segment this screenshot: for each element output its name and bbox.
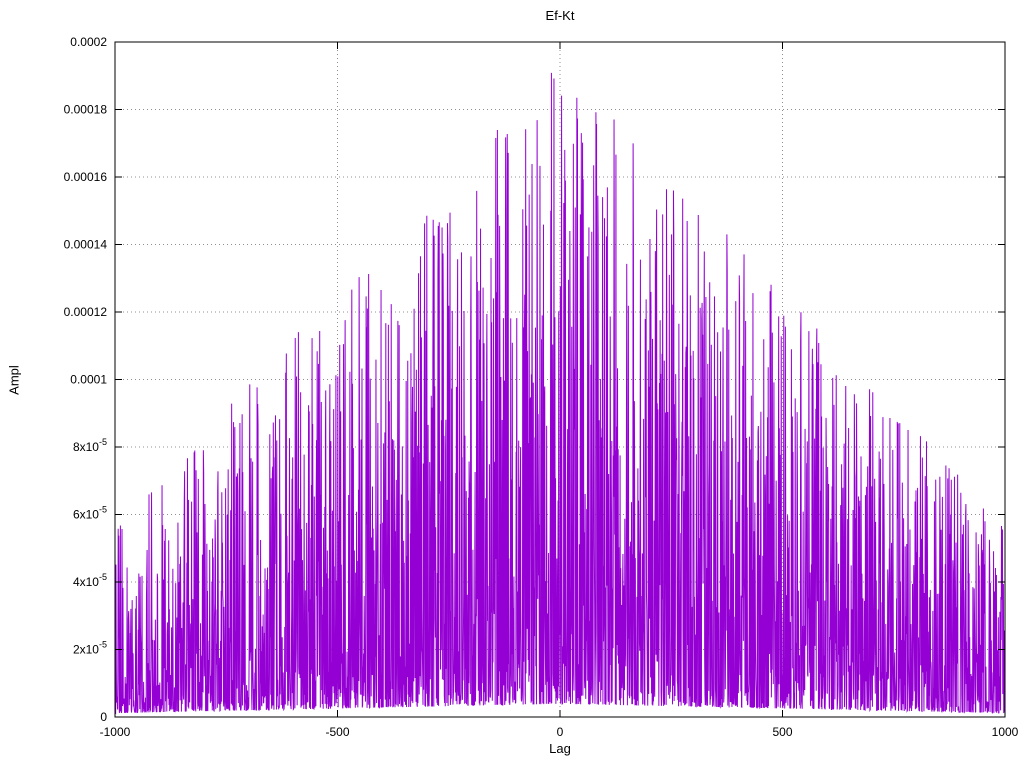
x-axis-label: Lag [549,741,571,756]
svg-text:0.00018: 0.00018 [64,103,108,117]
svg-text:0: 0 [557,725,564,739]
svg-text:0.00016: 0.00016 [64,170,108,184]
svg-text:8x10-5: 8x10-5 [73,437,107,454]
svg-text:6x10-5: 6x10-5 [73,505,107,522]
svg-text:0.0002: 0.0002 [70,35,107,49]
svg-text:1000: 1000 [992,725,1019,739]
svg-text:4x10-5: 4x10-5 [73,572,107,589]
svg-text:-1000: -1000 [100,725,131,739]
svg-text:0.00012: 0.00012 [64,305,108,319]
svg-text:500: 500 [772,725,792,739]
svg-text:0.0001: 0.0001 [70,373,107,387]
chart-title: Ef-Kt [545,8,575,23]
svg-text:-500: -500 [325,725,349,739]
y-axis-label: Ampl [6,365,22,395]
svg-text:0.00014: 0.00014 [64,238,108,252]
svg-text:0: 0 [100,710,107,724]
svg-text:2x10-5: 2x10-5 [73,640,107,657]
